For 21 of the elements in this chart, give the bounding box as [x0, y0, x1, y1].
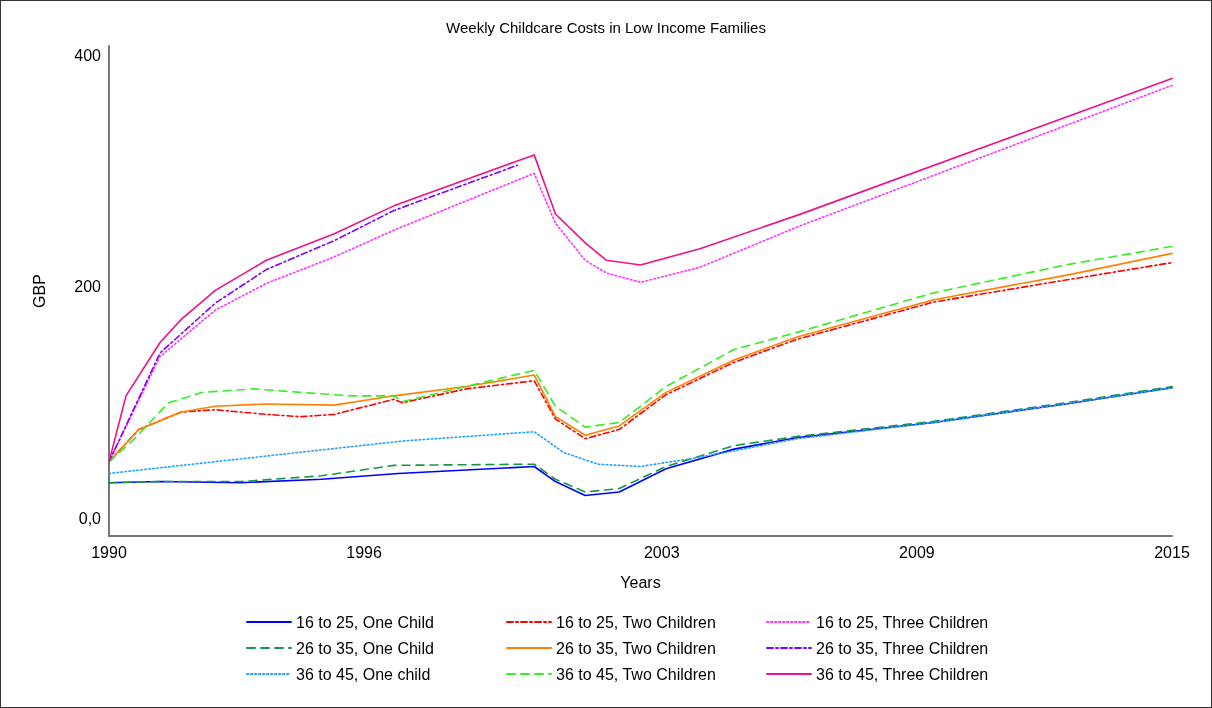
legend-label: 26 to 35, Three Children: [816, 639, 989, 657]
chart-title: Weekly Childcare Costs in Low Income Families: [446, 19, 766, 36]
x-tick-label: 1990: [91, 543, 127, 561]
legend-label: 36 to 45, One child: [296, 665, 431, 683]
legend-label: 16 to 25, Two Children: [556, 613, 716, 631]
legend-label: 16 to 25, One Child: [296, 613, 434, 631]
legend-label: 26 to 35, One Child: [296, 639, 434, 657]
y-tick-label: 200: [74, 278, 102, 296]
x-tick-label: 1996: [346, 543, 383, 561]
legend-label: 16 to 25, Three Children: [816, 613, 989, 631]
x-axis-title: Years: [620, 573, 661, 591]
x-tick-label: 2009: [899, 543, 935, 561]
y-tick-label: 400: [74, 46, 102, 64]
legend-label: 36 to 45, Three Children: [816, 665, 989, 683]
y-tick-label: 0,0: [78, 510, 102, 528]
x-tick-label: 2003: [643, 543, 680, 561]
x-tick-label: 2015: [1154, 543, 1190, 561]
line-series: [108, 386, 1173, 475]
y-axis-title: GBP: [30, 274, 48, 308]
legend-label: 26 to 35, Two Children: [556, 639, 716, 657]
legend-label: 36 to 45, Two Children: [556, 665, 716, 683]
